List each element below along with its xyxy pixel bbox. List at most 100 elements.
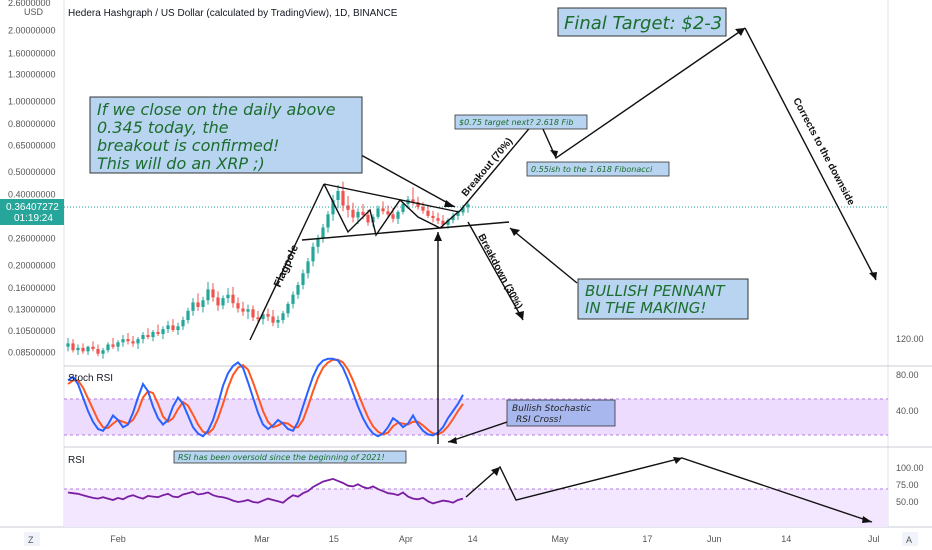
stoch-axis: 120.00 80.00 40.00 (896, 334, 924, 416)
zoom-icon-text: Z (28, 535, 34, 545)
main-note-line-3: breakout is confirmed! (97, 136, 279, 155)
candle-body (186, 310, 190, 321)
auto-scale-icon[interactable]: A (902, 532, 918, 546)
candle-body (136, 339, 140, 344)
price-tick-label: 0.08500000 (8, 348, 56, 358)
candle-body (316, 237, 320, 247)
price-tick-label: 0.80000000 (8, 119, 56, 129)
candle-body (461, 207, 465, 213)
candle-body (431, 215, 435, 219)
candle-body (326, 214, 330, 228)
candle-body (396, 211, 400, 219)
candle-body (451, 215, 455, 221)
arrowhead-stoch (448, 437, 457, 444)
rsi-note-text: RSI has been oversold since the beginnin… (178, 453, 385, 462)
arrowhead-final (735, 28, 745, 36)
candle-body (81, 347, 85, 352)
flagpole-line (249, 183, 325, 341)
rsi-tick-label: 100.00 (896, 463, 924, 473)
candle-body (131, 341, 135, 344)
stoch-tick-label: 80.00 (896, 370, 919, 380)
candle-body (211, 289, 215, 298)
rsi-axis: 100.00 75.00 50.00 (896, 463, 924, 507)
stoch-cross-pointer (447, 420, 511, 443)
pennant-line-2: IN THE MAKING! (585, 299, 706, 317)
arrowhead-correction (869, 272, 877, 280)
time-tick-label: May (552, 534, 570, 544)
candle-body (216, 297, 220, 306)
candle-body (441, 220, 445, 225)
candle-body (111, 344, 115, 347)
arrowhead-rsi-end (862, 516, 872, 523)
arrowhead-rsi-mid (673, 457, 682, 464)
stoch-tick-label: 120.00 (896, 334, 924, 344)
candle-body (241, 308, 245, 312)
rsi-group (67, 477, 464, 505)
rsi-tick-label: 75.00 (896, 480, 919, 490)
stoch-k-line (67, 357, 464, 438)
price-tick-top: 2.6000000 (8, 0, 51, 8)
price-tick-label: 0.13000000 (8, 304, 56, 314)
candle-body (366, 214, 370, 223)
candle-body (101, 350, 105, 354)
time-axis: Feb Mar 15 Apr 14 May 17 Jun 14 Jul (110, 534, 879, 544)
candle-body (146, 334, 150, 338)
candle-body (76, 347, 80, 351)
candle-body (291, 294, 295, 304)
candle-body (336, 190, 340, 200)
price-tick-label: 0.20000000 (8, 260, 56, 270)
candle-body (386, 211, 390, 215)
time-tick-label: 14 (781, 534, 791, 544)
drawings (249, 27, 877, 523)
candle-body (116, 342, 120, 347)
time-tick-label: Apr (399, 534, 413, 544)
candle-body (221, 298, 225, 306)
price-tick-label: 0.50000000 (8, 167, 56, 177)
candle-body (416, 202, 420, 207)
correction-path (744, 27, 877, 281)
candle-body (251, 309, 255, 318)
arrowhead-note (444, 200, 455, 207)
price-tick-label: 0.26000000 (8, 234, 56, 244)
candle-body (341, 190, 345, 206)
currency-label: USD (24, 7, 44, 17)
candle-body (106, 344, 110, 351)
candle-body (356, 211, 360, 218)
main-note-line-2: 0.345 today, the (97, 118, 229, 137)
candle-body (281, 313, 285, 321)
candle-body (376, 208, 380, 217)
breakout-path (458, 27, 746, 213)
arrowheads (434, 28, 877, 523)
final-target-text: Final Target: $2-3 (564, 13, 722, 34)
candle-body (321, 227, 325, 238)
price-tick-label: 1.00000000 (8, 96, 56, 106)
candle-body (311, 246, 315, 262)
stoch-tick-label: 40.00 (896, 406, 919, 416)
candle-body (121, 339, 125, 343)
price-tick-label: 0.40000000 (8, 190, 56, 200)
main-note-box: If we close on the daily above 0.345 tod… (89, 96, 363, 174)
candle-body (171, 325, 175, 331)
time-tick-label: 14 (468, 534, 478, 544)
rsi-note-box: RSI has been oversold since the beginnin… (173, 450, 407, 464)
rsi-line (67, 477, 464, 505)
candle-body (456, 212, 460, 216)
pennant-box: BULLISH PENNANT IN THE MAKING! (577, 278, 749, 320)
fib-target-text: $0.75 target next? 2.618 Fib (459, 118, 573, 127)
fib-055-box: 0.55ish to the 1.618 Fibonacci (526, 161, 670, 177)
candle-body (181, 320, 185, 327)
candle-body (226, 294, 230, 299)
pennant-line-1: BULLISH PENNANT (585, 282, 726, 300)
stoch-cross-box: Bullish Stochastic RSI Cross! (506, 399, 616, 427)
candle-body (141, 334, 145, 340)
rsi-panel-title: RSI (68, 455, 85, 466)
time-tick-label: Feb (110, 534, 126, 544)
zoom-icon[interactable]: Z (24, 532, 40, 546)
arrowhead-vertical (434, 232, 442, 241)
candle-body (266, 314, 270, 317)
rsi-tick-label: 50.00 (896, 497, 919, 507)
candle-body (191, 302, 195, 311)
breakdown-path (467, 221, 524, 321)
fib-055-text: 0.55ish to the 1.618 Fibonacci (531, 165, 653, 174)
